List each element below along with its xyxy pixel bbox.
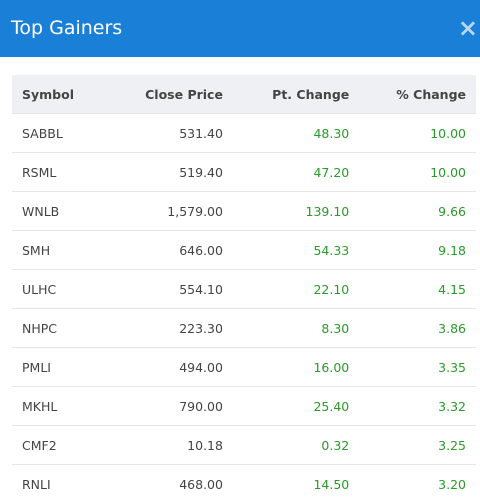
table-cell: 494.00 — [106, 348, 233, 387]
table-cell: 0.32 — [233, 426, 359, 465]
table-cell: 1,579.00 — [106, 192, 233, 231]
table-cell: 47.20 — [233, 153, 359, 192]
table-cell: 8.30 — [233, 309, 359, 348]
modal-title: Top Gainers — [11, 14, 122, 42]
table-cell: 531.40 — [106, 114, 233, 153]
table-cell: 9.18 — [359, 231, 476, 270]
table-cell: PMLI — [12, 348, 106, 387]
table-cell: 554.10 — [106, 270, 233, 309]
table-cell: RSML — [12, 153, 106, 192]
table-cell: 468.00 — [106, 465, 233, 503]
table-cell: 3.25 — [359, 426, 476, 465]
table-cell: 16.00 — [233, 348, 359, 387]
close-button[interactable]: × — [458, 14, 478, 42]
table-cell: 519.40 — [106, 153, 233, 192]
table-cell: 790.00 — [106, 387, 233, 426]
table-cell: 139.10 — [233, 192, 359, 231]
table-cell: MKHL — [12, 387, 106, 426]
column-header: Symbol — [12, 75, 106, 114]
table-cell: WNLB — [12, 192, 106, 231]
table-cell: 10.18 — [106, 426, 233, 465]
table-cell: 3.32 — [359, 387, 476, 426]
table-cell: CMF2 — [12, 426, 106, 465]
column-header: % Change — [359, 75, 476, 114]
table-cell: 223.30 — [106, 309, 233, 348]
table-cell: SMH — [12, 231, 106, 270]
table-cell: 54.33 — [233, 231, 359, 270]
column-header: Pt. Change — [233, 75, 359, 114]
table-cell: SABBL — [12, 114, 106, 153]
table-cell: 10.00 — [359, 114, 476, 153]
table-cell: 3.35 — [359, 348, 476, 387]
table-cell: 3.86 — [359, 309, 476, 348]
table-cell: 48.30 — [233, 114, 359, 153]
table-cell: 4.15 — [359, 270, 476, 309]
table-cell: ULHC — [12, 270, 106, 309]
table-cell: NHPC — [12, 309, 106, 348]
table-cell: 14.50 — [233, 465, 359, 503]
table-cell: RNLI — [12, 465, 106, 503]
table-cell: 22.10 — [233, 270, 359, 309]
table-cell: 9.66 — [359, 192, 476, 231]
table-cell: 646.00 — [106, 231, 233, 270]
table-cell: 3.20 — [359, 465, 476, 503]
table-cell: 25.40 — [233, 387, 359, 426]
column-header: Close Price — [106, 75, 233, 114]
modal-header: Top Gainers × — [0, 0, 480, 57]
table-cell: 10.00 — [359, 153, 476, 192]
